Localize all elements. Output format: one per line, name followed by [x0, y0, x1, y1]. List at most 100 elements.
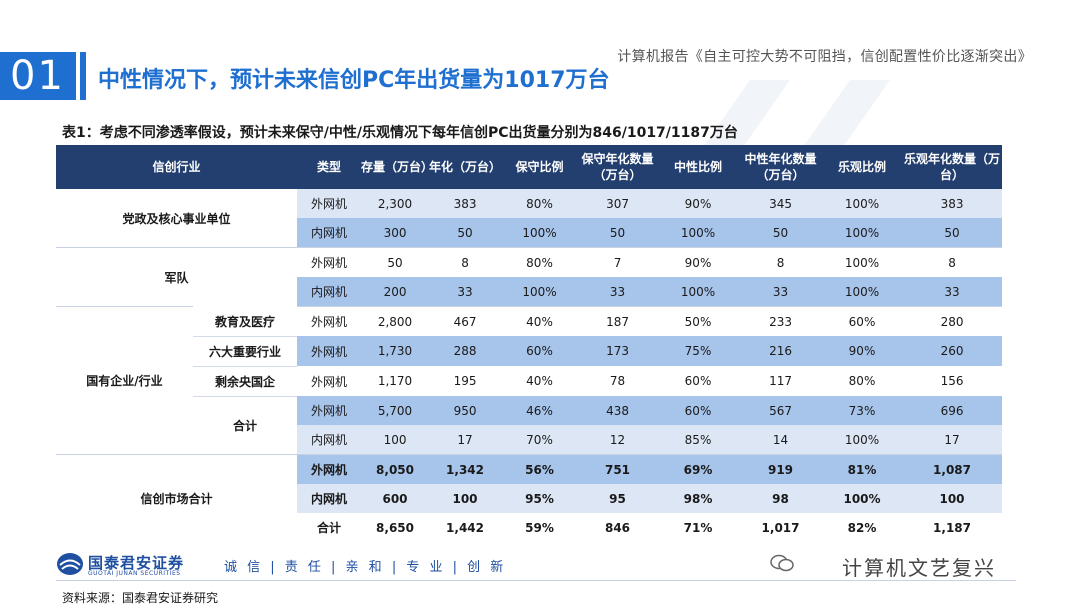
- table-cell: 8: [739, 247, 823, 277]
- table-cell: 33: [429, 277, 502, 307]
- table-cell: 567: [739, 396, 823, 425]
- table-caption: 表1：考虑不同渗透率假设，预计未来保守/中性/乐观情况下每年信创PC出货量分别为…: [62, 125, 738, 141]
- group-label: 国有企业/行业: [56, 306, 193, 455]
- table-cell: 383: [429, 189, 502, 218]
- table-cell: 1,342: [429, 454, 502, 484]
- table-cell: 50: [739, 218, 823, 248]
- page-title: 中性情况下，预计未来信创PC年出货量为1017万台: [98, 68, 610, 93]
- table-row: 党政及核心事业单位 外网机 2,300 383 80% 307 90% 345 100% 383: [56, 189, 1003, 248]
- company-logo-name: 国泰君安证券: [88, 554, 185, 572]
- table-cell: 8,650: [361, 513, 430, 542]
- table-cell: 233: [739, 306, 823, 336]
- company-logo-icon: [57, 553, 83, 575]
- table-cell: 56%: [501, 454, 579, 484]
- table-row: 内网机 100 17 70% 12 85% 14 100% 17: [56, 425, 1003, 455]
- table-cell: 200: [361, 277, 430, 307]
- header-stock: 存量（万台）: [361, 145, 433, 189]
- header-industry: 信创行业: [56, 145, 298, 189]
- footer-divider: [56, 580, 1016, 581]
- table-cell: 33: [739, 277, 823, 307]
- header-optimistic-qty: 乐观年化数量（万台）: [902, 145, 1003, 189]
- table-cell: 5,700: [361, 396, 430, 425]
- header-type: 类型: [297, 145, 362, 189]
- table-cell: 100%: [822, 247, 903, 277]
- table-row: 六大重要行业 外网机 1,730 288 60% 173 75% 216 90% 260: [56, 335, 1003, 366]
- table-cell: 117: [739, 366, 823, 396]
- table-cell: 7: [578, 247, 658, 277]
- company-motto: 诚 信 | 责 任 | 亲 和 | 专 业 | 创 新: [224, 560, 507, 575]
- table-cell: 696: [902, 396, 1003, 425]
- table-cell: 17: [902, 425, 1003, 455]
- table-cell: 40%: [501, 306, 579, 336]
- table-cell: 60%: [657, 396, 740, 425]
- table-cell: 846: [578, 513, 658, 542]
- table-cell: 内网机: [297, 218, 362, 248]
- table-cell: 75%: [657, 336, 740, 366]
- table-cell: 60%: [657, 366, 740, 396]
- table-cell: 100%: [822, 425, 903, 455]
- table-cell: 1,730: [361, 336, 430, 366]
- table-cell: 60%: [822, 306, 903, 336]
- table-cell: 90%: [657, 189, 740, 218]
- table-cell: 50: [361, 247, 430, 277]
- table-cell: 383: [902, 189, 1003, 218]
- table-cell: 71%: [657, 513, 740, 542]
- wechat-account-name: 计算机文艺复兴: [842, 556, 996, 580]
- table-cell: 70%: [501, 425, 579, 455]
- table-cell: 80%: [501, 189, 579, 218]
- table-cell: 80%: [822, 366, 903, 396]
- group-label: 党政及核心事业单位: [56, 189, 298, 248]
- table-cell: 81%: [822, 454, 903, 484]
- section-number: 01: [0, 52, 76, 100]
- table-cell: 467: [429, 306, 502, 336]
- subgroup-label: 合计: [193, 395, 298, 455]
- footer: 国泰君安证券 GUOTAI JUNAN SECURITIES 诚 信 | 责 任…: [56, 552, 1016, 580]
- table-cell: 90%: [822, 336, 903, 366]
- header-conservative-qty: 保守年化数量（万台）: [578, 145, 658, 189]
- table-cell: 100: [361, 425, 430, 455]
- table-cell: 95%: [501, 484, 579, 513]
- group-label: 信创市场合计: [56, 454, 298, 542]
- table-cell: 100%: [822, 277, 903, 307]
- table-cell: 100: [429, 484, 502, 513]
- table-cell: 33: [902, 277, 1003, 307]
- table-cell: 300: [361, 218, 430, 248]
- table-cell: 98: [739, 484, 823, 513]
- table-cell: 100%: [657, 218, 740, 248]
- table-cell: 内网机: [297, 425, 362, 455]
- table-row: 国有企业/行业 教育及医疗 外网机 2,800 467 40% 187 50% 233 60%…: [56, 306, 1003, 455]
- table-row: 合计 外网机 5,700 950 46% 438 60% 567 73% 696: [56, 395, 1003, 455]
- table-cell: 600: [361, 484, 430, 513]
- table-cell: 59%: [501, 513, 579, 542]
- table-row: 内网机 200 33 100% 33 100% 33 100% 33: [56, 277, 1003, 307]
- table-cell: 40%: [501, 366, 579, 396]
- table-cell: 950: [429, 396, 502, 425]
- table-cell: 内网机: [297, 484, 362, 513]
- wechat-icon: [770, 554, 794, 572]
- table-cell: 307: [578, 189, 658, 218]
- table-cell: 2,800: [361, 306, 430, 336]
- table-cell: 50%: [657, 306, 740, 336]
- table-cell: 280: [902, 306, 1003, 336]
- table-cell: 46%: [501, 396, 579, 425]
- table-cell: 外网机: [297, 366, 362, 396]
- table-cell: 345: [739, 189, 823, 218]
- table-row: 内网机 600 100 95% 95 98% 98 100% 100: [56, 484, 1003, 513]
- table-cell: 95: [578, 484, 658, 513]
- table-cell: 288: [429, 336, 502, 366]
- table-cell: 78: [578, 366, 658, 396]
- table-cell: 100%: [501, 277, 579, 307]
- table-row: 信创市场合计 外网机 8,050 1,342 56% 751 69% 919 81% 1,087: [56, 454, 1003, 542]
- table-cell: 73%: [822, 396, 903, 425]
- table-cell: 33: [578, 277, 658, 307]
- table-cell: 438: [578, 396, 658, 425]
- table-cell: 1,017: [739, 513, 823, 542]
- table-cell: 173: [578, 336, 658, 366]
- table-cell: 8: [902, 247, 1003, 277]
- table-cell: 8: [429, 247, 502, 277]
- source-note: 资料来源：国泰君安证券研究: [62, 591, 219, 605]
- table-cell: 195: [429, 366, 502, 396]
- table-cell: 外网机: [297, 396, 362, 425]
- subgroup-label: 剩余央国企: [193, 365, 298, 396]
- table-cell: 100%: [822, 484, 903, 513]
